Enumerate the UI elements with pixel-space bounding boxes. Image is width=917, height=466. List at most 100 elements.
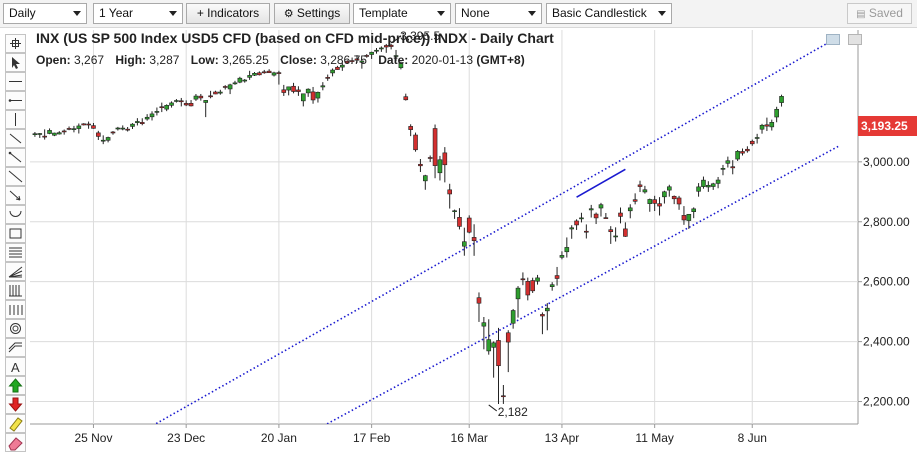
candle-body-down bbox=[222, 86, 228, 88]
chevron-down-icon bbox=[658, 11, 666, 16]
candle-body-up bbox=[642, 189, 648, 193]
eraser-tool[interactable] bbox=[5, 433, 26, 452]
text-icon: A bbox=[11, 360, 20, 375]
ray-tool[interactable] bbox=[5, 148, 26, 167]
candle bbox=[457, 208, 462, 230]
candle-body-up bbox=[662, 191, 667, 198]
candle-body-down bbox=[335, 66, 340, 70]
andrews-tool[interactable] bbox=[5, 338, 26, 357]
candle-body-down bbox=[457, 217, 462, 227]
template-select[interactable]: Template bbox=[353, 3, 451, 24]
settings-button[interactable]: ⚙ Settings bbox=[274, 3, 350, 24]
circles-tool[interactable] bbox=[5, 319, 26, 338]
period-select[interactable]: Daily bbox=[3, 3, 87, 24]
candle bbox=[139, 118, 145, 126]
candle-body-down bbox=[91, 125, 96, 129]
close-value: 3,286.75 bbox=[320, 53, 367, 67]
candle-body-down bbox=[125, 128, 130, 131]
range-select[interactable]: 1 Year bbox=[93, 3, 183, 24]
horizontal-line-tool[interactable] bbox=[5, 72, 26, 91]
candle-body-up bbox=[271, 72, 277, 76]
candle bbox=[501, 384, 506, 404]
candle bbox=[310, 86, 316, 104]
fibonacci-tool[interactable] bbox=[5, 243, 26, 262]
candle bbox=[100, 135, 106, 145]
low-label: Low: bbox=[190, 53, 219, 67]
trend-line-tool[interactable] bbox=[5, 129, 26, 148]
rectangle-tool[interactable] bbox=[5, 224, 26, 243]
date-label: Date: bbox=[378, 53, 409, 67]
last-price-badge: 3,193.25 bbox=[858, 116, 917, 136]
candle bbox=[281, 84, 287, 96]
candle-body-up bbox=[340, 64, 345, 68]
candle bbox=[105, 136, 111, 143]
candle bbox=[144, 114, 150, 121]
arrow-line-icon bbox=[9, 190, 21, 201]
candle-body-up bbox=[647, 199, 653, 204]
indicators-button[interactable]: + Indicators bbox=[186, 3, 270, 24]
eraser-icon bbox=[8, 437, 23, 451]
candle-body-down bbox=[554, 275, 560, 279]
candle bbox=[452, 209, 457, 219]
compare-select[interactable]: None bbox=[455, 3, 542, 24]
print-icon[interactable] bbox=[848, 34, 863, 45]
candle-body-down bbox=[110, 131, 116, 134]
candle bbox=[96, 130, 101, 140]
up-arrow-tool[interactable] bbox=[5, 376, 26, 395]
candle-body-down bbox=[81, 123, 86, 126]
extended-line-tool[interactable] bbox=[5, 167, 26, 186]
candle-body-up bbox=[486, 339, 492, 352]
cursor-tool[interactable] bbox=[5, 53, 26, 72]
candle bbox=[359, 58, 365, 69]
candle bbox=[559, 251, 565, 260]
candle-body-down bbox=[344, 61, 350, 64]
candle-body-up bbox=[120, 127, 126, 130]
candle bbox=[86, 121, 91, 129]
chart-style-select[interactable]: Basic Candlestick bbox=[546, 3, 672, 24]
candle bbox=[715, 176, 721, 189]
highlighter-tool[interactable] bbox=[5, 414, 26, 433]
candle bbox=[510, 308, 516, 329]
down-arrow-tool[interactable] bbox=[5, 395, 26, 414]
candle bbox=[422, 174, 428, 190]
range-value: 1 Year bbox=[99, 6, 134, 20]
candle-body-down bbox=[740, 151, 745, 154]
candle bbox=[42, 129, 47, 140]
fan-tool[interactable] bbox=[5, 262, 26, 281]
candle bbox=[613, 227, 618, 242]
candle-body-down bbox=[676, 197, 682, 205]
candle-body-down bbox=[447, 189, 453, 195]
image-icon[interactable] bbox=[826, 34, 840, 45]
x-tick-label: 25 Nov bbox=[74, 431, 112, 445]
candle bbox=[544, 303, 550, 331]
candle-body-up bbox=[247, 75, 252, 78]
arrow-line-tool[interactable] bbox=[5, 186, 26, 205]
candle bbox=[486, 319, 492, 355]
candle-body-down bbox=[261, 71, 267, 74]
candle bbox=[261, 69, 267, 74]
candle-body-down bbox=[408, 126, 413, 130]
gann-icon bbox=[9, 285, 22, 297]
y-tick-label: 2,400.00 bbox=[863, 335, 910, 349]
cycle-tool[interactable] bbox=[5, 300, 26, 319]
crosshair-icon bbox=[10, 38, 21, 49]
open-value: 3,267 bbox=[74, 53, 105, 67]
candle-body-up bbox=[398, 62, 404, 69]
candle-body-down bbox=[354, 58, 360, 61]
crosshair-tool[interactable] bbox=[5, 34, 26, 53]
candle-body-up bbox=[452, 210, 457, 213]
gann-tool[interactable] bbox=[5, 281, 26, 300]
arc-tool[interactable] bbox=[5, 205, 26, 224]
candle-body-up bbox=[720, 168, 726, 170]
vertical-line-tool[interactable] bbox=[5, 110, 26, 129]
horizontal-ray-tool[interactable] bbox=[5, 91, 26, 110]
text-tool[interactable]: A bbox=[5, 357, 26, 376]
candle-body-down bbox=[257, 72, 262, 76]
saved-button[interactable]: ▤ Saved bbox=[847, 3, 912, 24]
candle-body-up bbox=[237, 77, 243, 83]
date-value: 2020-01-13 bbox=[411, 53, 474, 67]
circles-icon bbox=[10, 323, 21, 334]
indicators-label: + Indicators bbox=[196, 6, 260, 20]
candle-body-up bbox=[666, 186, 672, 191]
